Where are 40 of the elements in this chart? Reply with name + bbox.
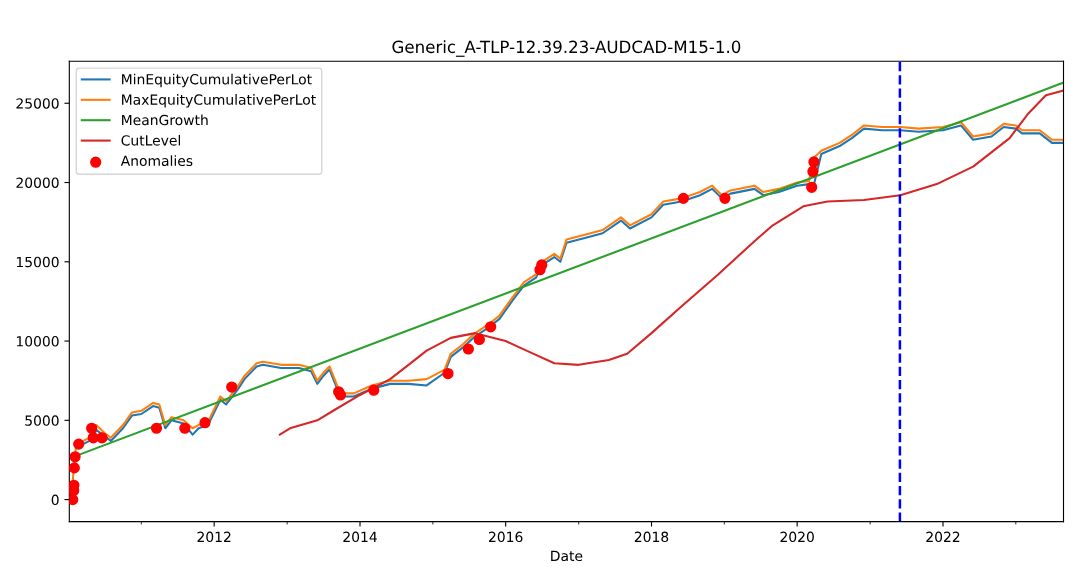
chart-title: Generic_A-TLP-12.39.23-AUDCAD-M15-1.0 — [392, 40, 741, 57]
point — [96, 432, 108, 444]
y-tick-label: 25000 — [16, 98, 59, 109]
point — [473, 333, 485, 346]
x-tick-label: 2014 — [343, 531, 377, 543]
y-tick-label: 0 — [51, 494, 59, 506]
point — [226, 381, 238, 393]
point — [719, 192, 731, 204]
point — [485, 321, 497, 333]
point — [87, 432, 99, 444]
point — [69, 451, 81, 463]
x-tick-label: 2012 — [197, 531, 231, 543]
legend-label: MinEquityCumulativePerLot — [122, 73, 312, 88]
point — [73, 438, 85, 450]
x-axis-title: Date — [551, 550, 583, 562]
point — [368, 384, 380, 396]
legend-label: CutLevel — [121, 134, 181, 146]
point — [86, 422, 98, 434]
point — [199, 417, 211, 429]
legend-label: MaxEquityCumulativePerLot — [122, 94, 316, 108]
y-tick-label: 15000 — [16, 256, 59, 268]
point — [536, 259, 548, 271]
x-tick-label: 2016 — [489, 531, 523, 543]
x-tick-label: 2022 — [926, 531, 960, 543]
x-tick-label: 2018 — [634, 531, 669, 543]
point — [677, 192, 690, 204]
point — [442, 367, 454, 380]
point — [806, 181, 818, 193]
point — [462, 343, 474, 355]
y-tick-label: 20000 — [16, 177, 59, 188]
y-tick-label: 5000 — [25, 415, 59, 426]
point — [69, 462, 80, 474]
point — [807, 165, 819, 178]
x-tick-label: 2020 — [780, 531, 814, 543]
point — [150, 422, 163, 434]
legend-label: MeanGrowth — [122, 114, 208, 126]
y-tick-label: 10000 — [16, 336, 59, 347]
legend-label: Anomalies — [120, 155, 193, 167]
point — [179, 422, 191, 434]
point — [808, 156, 820, 168]
